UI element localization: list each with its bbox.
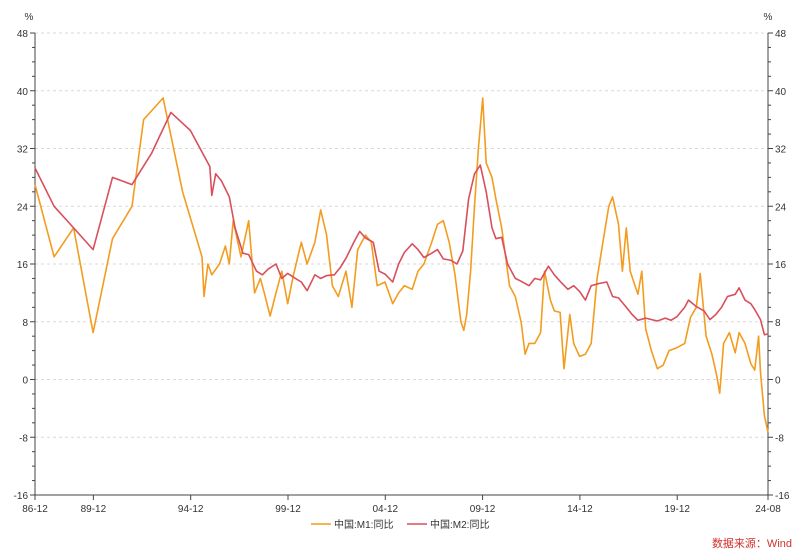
x-tick-label: 89-12 [81,504,107,515]
legend: 中国:M1:同比 中国:M2:同比 [311,518,489,531]
right-unit-label: % [764,12,773,23]
y-tick-label-left: 32 [17,145,29,156]
x-tick-label: 24-08 [755,504,781,515]
y-tick-label-right: 24 [775,202,787,213]
x-tick-label: 99-12 [275,504,301,515]
y-tick-label-left: -8 [19,433,28,444]
x-tick-layer: 86-12 89-12 94-12 99-12 04-12 09-12 14-12 19-12… [22,495,781,515]
legend-label-m1: 中国:M1:同比 [334,518,393,531]
y-tick-label-left: 0 [22,376,28,387]
x-tick-label: 14-12 [567,504,593,515]
y-tick-layer: 48 48 40 40 32 32 24 24 16 16 8 8 0 0 -8 -8 -16 -16 [14,29,790,502]
y-tick-label-right: 16 [775,260,787,271]
series-line-m2 [34,111,769,336]
left-unit-label: % [25,12,34,23]
y-tick-label-right: -8 [775,433,784,444]
legend-label-m2: 中国:M2:同比 [430,518,489,531]
source-note: 数据来源：Wind [712,536,792,550]
y-tick-label-right: 40 [775,87,787,98]
x-tick-label: 94-12 [178,504,204,515]
y-tick-label-right: 8 [775,318,781,329]
y-tick-label-left: 24 [17,202,29,213]
y-tick-label-left: 48 [17,29,29,40]
y-tick-label-left: 8 [22,318,28,329]
y-tick-label-left: -16 [14,491,29,502]
series-layer [34,97,769,433]
y-tick-label-right: 32 [775,145,787,156]
y-tick-label-left: 40 [17,87,29,98]
x-tick-label: 04-12 [373,504,399,515]
y-tick-label-right: 48 [775,29,787,40]
y-tick-label-right: -16 [775,491,790,502]
x-tick-label: 19-12 [664,504,690,515]
y-tick-label-left: 16 [17,260,29,271]
x-tick-label: 09-12 [470,504,496,515]
grid-lines [35,32,768,438]
series-line-m1 [34,97,769,433]
x-tick-label: 86-12 [22,504,48,515]
y-tick-label-right: 0 [775,376,781,387]
